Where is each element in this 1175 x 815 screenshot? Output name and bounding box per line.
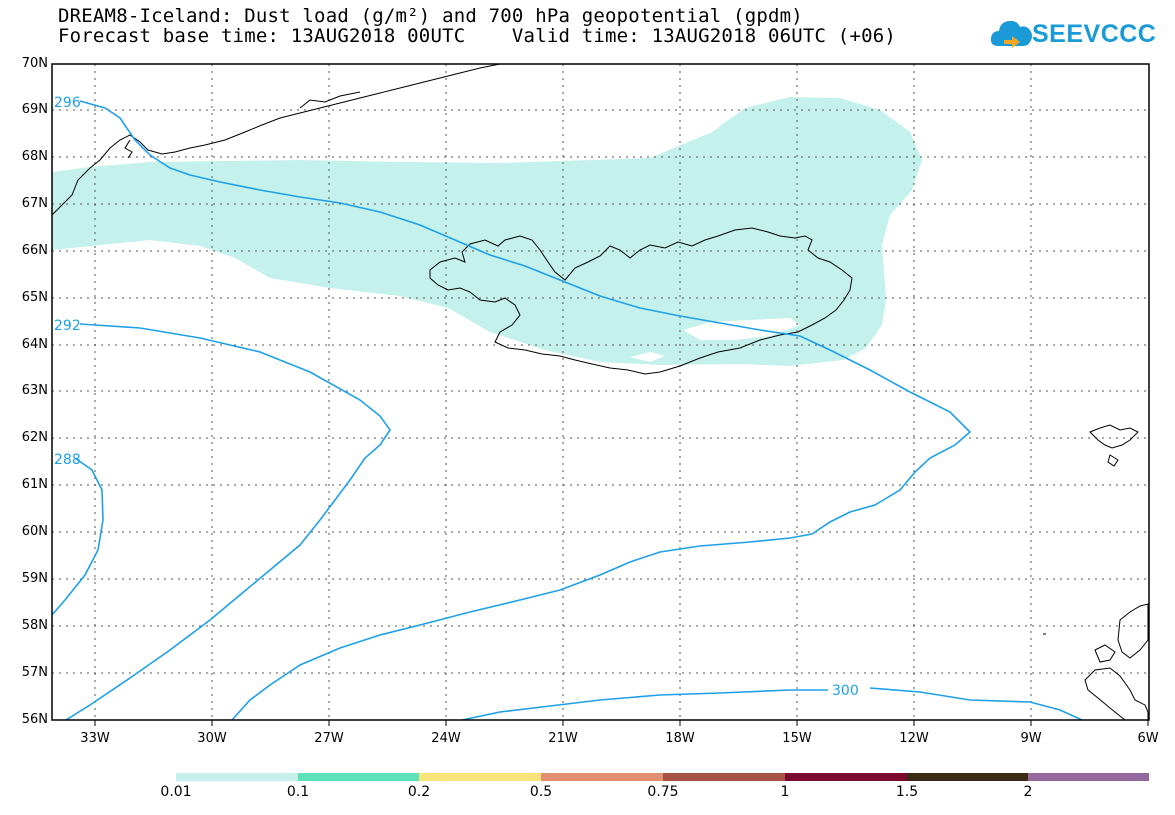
lat-tick-label: 65N — [21, 290, 48, 305]
contour-label-292: 292 — [54, 318, 81, 334]
colorbar-swatch — [298, 773, 419, 781]
plot-frame — [51, 63, 1150, 721]
lat-tick-label: 62N — [21, 430, 48, 445]
geopotential-contours — [52, 100, 1083, 720]
lat-tick-label: 69N — [21, 102, 48, 117]
lat-tick-label: 67N — [21, 196, 48, 211]
logo-text: SEEVCCC — [1032, 20, 1157, 48]
dust-load-region — [52, 97, 922, 366]
lat-tick-label: 56N — [21, 712, 48, 727]
lat-tick-label: 58N — [21, 618, 48, 633]
contour-label-300: 300 — [832, 683, 859, 699]
lon-tick-label: 27W — [314, 731, 344, 746]
colorbar-label: 0.5 — [529, 784, 553, 800]
colorbar-swatch — [541, 773, 663, 781]
colorbar-label: 1.5 — [895, 784, 919, 800]
lat-tick-label: 61N — [21, 477, 48, 492]
lat-tick-label: 57N — [21, 665, 48, 680]
grid-lines — [52, 64, 1149, 720]
lat-tick-label: 68N — [21, 149, 48, 164]
colorbar-label: 0.2 — [407, 784, 431, 800]
lon-tick-label: 15W — [782, 731, 812, 746]
lat-tick-label: 59N — [21, 571, 48, 586]
colorbar-label: 0.01 — [160, 784, 192, 800]
lon-tick-label: 24W — [431, 731, 461, 746]
chart-subtitle: Forecast base time: 13AUG2018 00UTC Vali… — [58, 25, 897, 47]
colorbar-swatch — [176, 773, 298, 781]
coastlines — [52, 64, 1149, 720]
colorbar-swatch — [663, 773, 785, 781]
colorbar-swatch — [785, 773, 907, 781]
lat-tick-label: 63N — [21, 383, 48, 398]
lon-tick-label: 33W — [80, 731, 110, 746]
colorbar-label: 0.1 — [286, 784, 310, 800]
colorbar-label: 0.75 — [647, 784, 679, 800]
lat-tick-label: 70N — [21, 56, 48, 71]
lon-tick-label: 6W — [1137, 731, 1159, 746]
cloud-icon — [990, 20, 1032, 48]
lat-tick-label: 60N — [21, 524, 48, 539]
colorbar-label: 1 — [780, 784, 790, 800]
lon-tick-label: 9W — [1020, 731, 1042, 746]
lon-tick-label: 18W — [665, 731, 695, 746]
chart-title: DREAM8-Iceland: Dust load (g/m²) and 700… — [58, 5, 803, 27]
colorbar-swatch — [1028, 773, 1149, 781]
contour-label-288: 288 — [54, 452, 81, 468]
colorbar-swatch — [907, 773, 1028, 781]
colorbar-swatch — [419, 773, 541, 781]
contour-label-296: 296 — [54, 95, 81, 111]
lat-tick-label: 64N — [21, 337, 48, 352]
lon-tick-label: 12W — [899, 731, 929, 746]
lat-tick-label: 66N — [21, 243, 48, 258]
colorbar-label: 2 — [1023, 784, 1033, 800]
lon-tick-label: 30W — [197, 731, 227, 746]
lon-tick-label: 21W — [548, 731, 578, 746]
